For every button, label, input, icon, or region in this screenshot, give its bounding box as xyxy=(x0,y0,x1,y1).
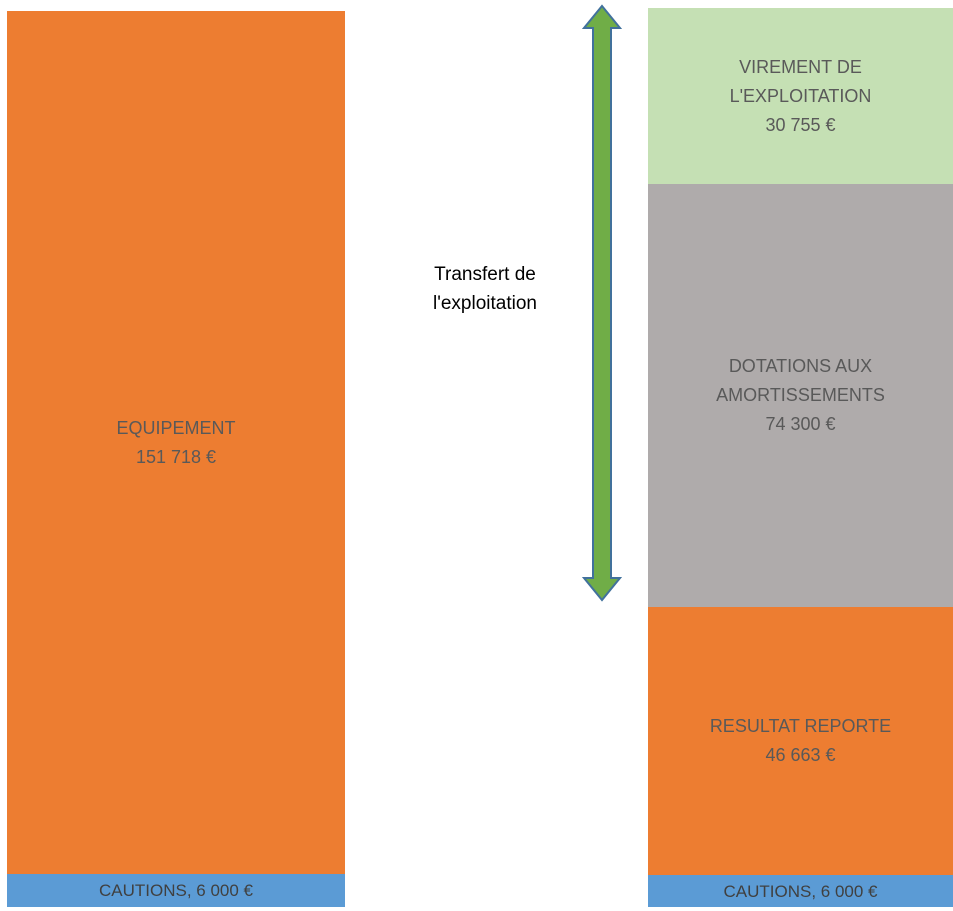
virement-line1: VIREMENT DE xyxy=(739,56,862,77)
virement-line2: L'EXPLOITATION xyxy=(729,85,872,106)
dotations-line1: DOTATIONS AUX xyxy=(728,356,873,376)
virement-block: VIREMENT DE L'EXPLOITATION 30 755 € xyxy=(648,8,953,184)
transfer-label: Transfert de l'exploitation xyxy=(400,260,570,318)
resultat-label: RESULTAT REPORTE xyxy=(709,716,892,736)
equipement-value: 151 718 € xyxy=(135,446,217,467)
cautions-left-block: CAUTIONS, 6 000 € xyxy=(7,874,345,907)
virement-value: 30 755 € xyxy=(765,114,836,135)
double-arrow-icon xyxy=(581,4,623,602)
equipement-block: EQUIPEMENT 151 718 € xyxy=(7,11,345,874)
transfer-label-line2: l'exploitation xyxy=(433,293,537,314)
cautions-right-block: CAUTIONS, 6 000 € xyxy=(648,875,953,907)
equipement-label: EQUIPEMENT xyxy=(116,417,236,438)
dotations-line2: AMORTISSEMENTS xyxy=(716,385,885,405)
resultat-value: 46 663 € xyxy=(765,745,836,765)
dotations-block: DOTATIONS AUX AMORTISSEMENTS 74 300 € xyxy=(648,184,953,607)
resultat-block: RESULTAT REPORTE 46 663 € xyxy=(648,607,953,875)
cautions-left-text: CAUTIONS, 6 000 € xyxy=(98,881,253,900)
cautions-right-text: CAUTIONS, 6 000 € xyxy=(723,881,878,901)
dotations-value: 74 300 € xyxy=(765,414,836,434)
transfer-label-line1: Transfert de xyxy=(434,264,536,285)
